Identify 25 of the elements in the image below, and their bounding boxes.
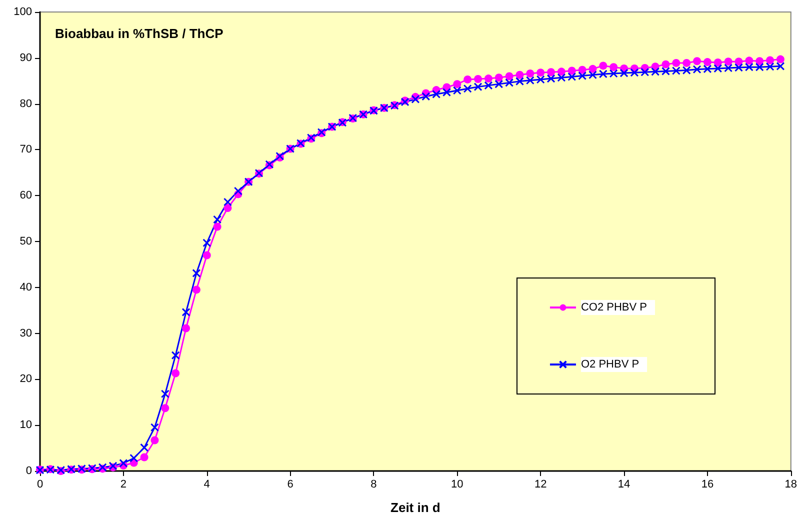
- x-tick-label: 18: [784, 478, 798, 490]
- y-tick-label: 60: [20, 190, 32, 202]
- y-tick-label: 30: [20, 327, 32, 340]
- y-tick-label: 80: [20, 98, 32, 110]
- x-tick-label: 10: [451, 478, 464, 490]
- y-tick-label: 10: [20, 419, 32, 432]
- legend-label: CO2 PHBV P: [580, 302, 648, 314]
- y-tick-label: 90: [20, 52, 32, 64]
- x-tick-label: 4: [204, 478, 210, 490]
- y-tick-label: 20: [20, 373, 32, 386]
- x-tick-label: 8: [370, 478, 377, 490]
- y-tick-label: 40: [20, 281, 32, 294]
- x-axis-title: Zeit in d: [390, 500, 440, 515]
- x-tick-label: 2: [120, 478, 126, 490]
- legend-label: O2 PHBV P: [580, 358, 640, 370]
- y-tick-label: 70: [20, 144, 32, 156]
- y-tick-label: 50: [20, 236, 32, 248]
- y-tick-label: 100: [14, 6, 32, 18]
- x-tick-label: 12: [534, 478, 547, 490]
- x-tick-label: 16: [701, 478, 714, 490]
- x-tick-label: 6: [287, 478, 294, 490]
- y-tick-label: 0: [26, 465, 32, 477]
- text: Bioabbau in %ThSB / ThCP: [55, 26, 224, 41]
- x-tick-label: 0: [36, 478, 44, 490]
- x-tick-label: 14: [618, 478, 630, 490]
